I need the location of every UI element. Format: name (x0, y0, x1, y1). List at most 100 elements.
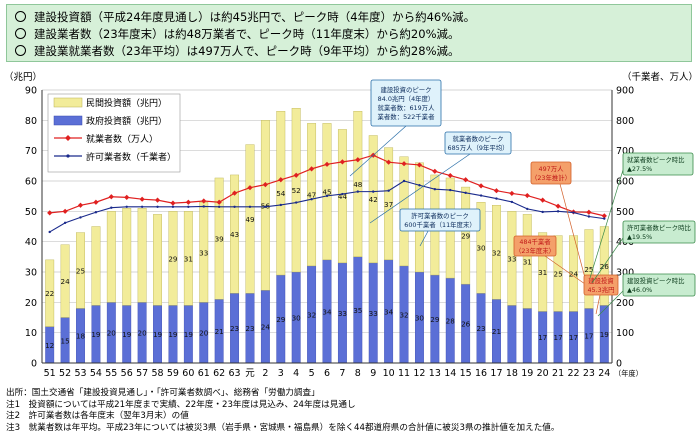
legend-marker-employment (65, 135, 71, 141)
bar-private (368, 135, 378, 264)
callout-leader (349, 125, 407, 177)
marker-employment (185, 199, 191, 205)
marker-licensed (279, 203, 282, 207)
legend-label-government: 政府投資額（兆円） (86, 115, 167, 127)
left-tick-label: 40 (25, 237, 37, 248)
marker-licensed (202, 205, 205, 208)
bar-label-private: 31 (184, 254, 193, 263)
callout-text: 484千業者 (519, 237, 551, 246)
marker-licensed (140, 205, 144, 208)
bar-private (337, 129, 347, 264)
bar-label-government: 32 (307, 310, 316, 319)
marker-employment (540, 197, 546, 203)
x-axis-unit: （年度） (614, 369, 643, 378)
marker-licensed (156, 205, 159, 208)
callout-box-peak (444, 131, 512, 155)
callout-box-current (583, 274, 619, 296)
bar-label-government: 17 (538, 333, 547, 342)
marker-employment (124, 194, 130, 200)
bar-label-government: 28 (446, 317, 456, 326)
marker-employment (416, 162, 423, 168)
bar-label-private: 26 (600, 262, 610, 271)
x-tick-label: 16 (475, 368, 487, 379)
marker-licensed (387, 189, 390, 192)
marker-licensed (526, 207, 529, 211)
callout-text: 建設投資 (588, 276, 614, 285)
marker-employment (324, 161, 330, 167)
bar-label-government: 32 (399, 310, 408, 319)
x-tick-label: 15 (460, 368, 472, 379)
bar-private (76, 232, 85, 309)
bar-label-government: 34 (384, 307, 394, 316)
callout-leader (595, 294, 601, 315)
marker-licensed (464, 191, 467, 195)
marker-employment (586, 209, 592, 215)
marker-licensed (495, 197, 498, 200)
bar-private (353, 111, 363, 258)
bar-private (183, 211, 193, 306)
right-tick-label: 900 (616, 86, 634, 97)
legend-marker-licensed (66, 154, 70, 158)
marker-licensed (48, 230, 51, 234)
bar-private (106, 211, 116, 303)
marker-licensed (79, 216, 82, 219)
bar-private (538, 232, 548, 312)
bar-label-government: 33 (338, 309, 347, 318)
bar-private (476, 202, 486, 294)
x-tick-label: 4 (293, 368, 299, 379)
bar-label-government: 29 (430, 315, 440, 324)
bar-label-government: 20 (107, 329, 117, 338)
bar-private (60, 244, 70, 318)
callout-text: 許可業者数のピーク (411, 211, 469, 220)
x-tick-label: 58 (151, 368, 163, 379)
marker-employment (47, 210, 53, 216)
bar-label-government: 15 (61, 336, 70, 345)
right-axis-unit: （千業者、万人） (622, 71, 698, 83)
marker-licensed (341, 192, 344, 196)
legend-swatch-government (53, 115, 83, 126)
marker-employment (293, 172, 299, 178)
bar-label-private: 29 (461, 232, 471, 241)
note-source: 出所：国土交通省「建設投資見通し」・「許可業者数調べ」、総務省「労働力調査」 (6, 388, 320, 398)
marker-licensed (310, 198, 313, 201)
marker-licensed (248, 205, 252, 208)
left-tick-label: 0 (31, 359, 37, 370)
marker-licensed (603, 217, 606, 220)
bar-label-private: 49 (245, 215, 255, 224)
callout-text: ▲19.5% (627, 233, 652, 241)
bar-label-private: 30 (476, 244, 486, 253)
right-tick-label: 100 (616, 328, 634, 339)
x-tick-label: 8 (355, 368, 361, 379)
bar-label-private: 48 (353, 180, 363, 189)
left-tick-label: 70 (25, 146, 37, 157)
marker-employment (493, 188, 500, 194)
bar-private (322, 123, 332, 261)
marker-licensed (556, 210, 560, 213)
bar-label-government: 34 (322, 307, 332, 316)
bar-government (522, 308, 532, 364)
bar-label-government: 21 (492, 327, 501, 336)
callout-text: 業者数：522千業者 (378, 112, 436, 121)
bar-label-government: 20 (199, 329, 209, 338)
right-tick-label: 200 (616, 298, 634, 309)
x-tick-label: 63 (229, 368, 241, 379)
right-tick-label: 300 (616, 268, 634, 279)
bar-label-government: 19 (91, 330, 101, 339)
x-tick-label: 5 (309, 368, 315, 379)
right-tick-label: 0 (616, 359, 622, 370)
bar-label-private: 25 (584, 265, 593, 274)
left-tick-label: 10 (25, 328, 37, 339)
x-tick-label: 51 (44, 368, 56, 379)
callout-box-peak (370, 79, 442, 127)
construction-chart: 0102030405060708090010020030040050060070… (4, 71, 698, 379)
bar-private (276, 111, 286, 276)
bar-label-private: 25 (76, 266, 85, 275)
bar-private (214, 177, 224, 300)
x-tick-label: 元 (245, 368, 255, 379)
bar-label-government: 12 (45, 341, 54, 350)
legend-label-private: 民間投資額（兆円） (86, 97, 167, 109)
bar-private (45, 259, 55, 327)
x-tick-label: 54 (90, 368, 102, 379)
marker-licensed (94, 211, 98, 214)
callout-text: 許可業者数ピーク時比 (627, 223, 692, 232)
